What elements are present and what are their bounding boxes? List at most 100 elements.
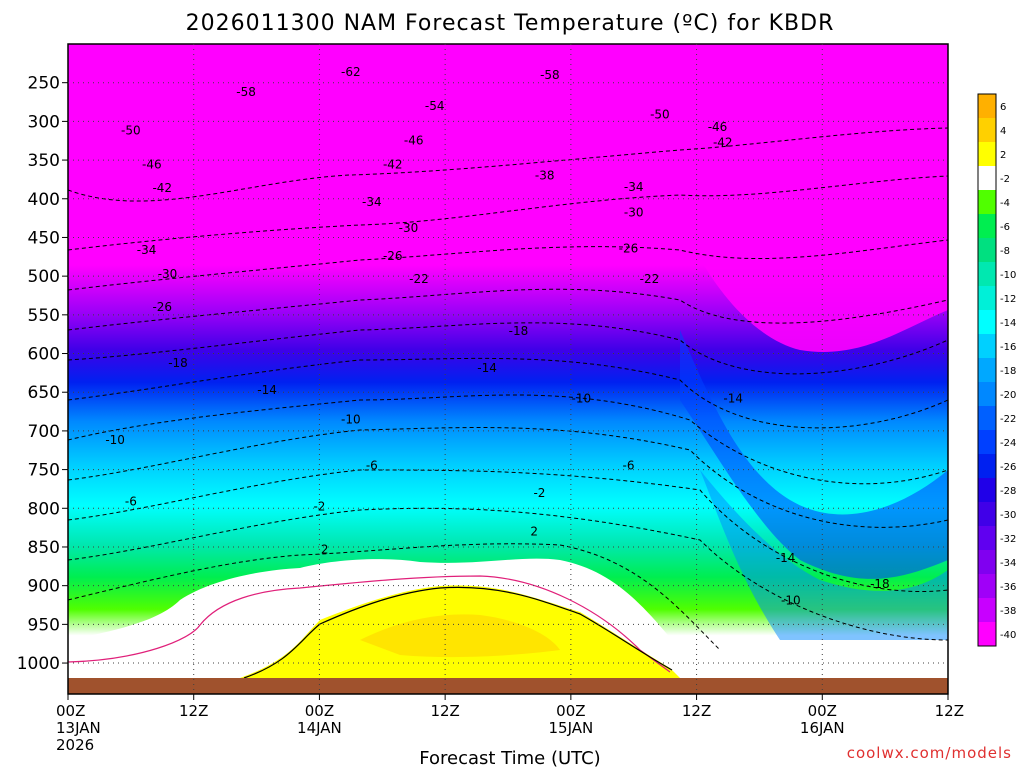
cold-air-blue-band: [680, 330, 948, 579]
colorbar-label: -36: [1000, 582, 1016, 593]
y-tick-label: 350: [28, 151, 60, 171]
x-tick-label: 16JAN: [800, 719, 845, 737]
contour-label: -26: [152, 300, 172, 314]
contour-label: -30: [624, 206, 644, 220]
contour-label: -22: [640, 272, 660, 286]
y-tick-label: 800: [28, 499, 60, 519]
colorbar-label: 6: [1000, 102, 1006, 113]
contour-label: -26: [619, 241, 639, 255]
x-tick-label: 00Z: [808, 702, 837, 720]
contour-label: -62: [341, 65, 361, 79]
contour-label: -34: [137, 243, 157, 257]
contour-label: -22: [409, 272, 429, 286]
colorbar-swatch: [978, 142, 996, 166]
contour-label: -26: [383, 249, 403, 263]
contour-label: -2: [533, 486, 545, 500]
freezing-contours: [68, 575, 673, 679]
contour-line: [68, 239, 948, 291]
contour-label: -18: [509, 324, 529, 338]
colorbar-swatch: [978, 622, 996, 646]
y-tick-label: 600: [28, 345, 60, 365]
x-tick-label: 00Z: [56, 702, 85, 720]
colorbar-swatch: [978, 478, 996, 502]
contour-label: -14: [723, 391, 743, 405]
x-tick-label: 12Z: [179, 702, 208, 720]
contour-label: -54: [425, 99, 445, 113]
colorbar-swatch: [978, 598, 996, 622]
y-tick-label: 900: [28, 577, 60, 597]
colorbar-swatch: [978, 262, 996, 286]
colorbar-label: -12: [1000, 294, 1016, 305]
colorbar-label: -20: [1000, 390, 1016, 401]
contour-label: -58: [236, 85, 256, 99]
colorbar-swatch: [978, 286, 996, 310]
colorbar-label: -28: [1000, 486, 1016, 497]
x-tick-label: 12Z: [935, 702, 964, 720]
x-tick-label: 00Z: [305, 702, 334, 720]
ground-surface: [68, 678, 948, 694]
contour-label: -6: [622, 459, 634, 473]
colorbar-swatch: [978, 166, 996, 190]
contour-label: -10: [105, 433, 125, 447]
contour-label: -6: [125, 494, 137, 508]
colorbar-swatch: [978, 94, 996, 118]
warm-core-region: [360, 614, 560, 658]
contour-line: [68, 288, 948, 331]
contour-label: -30: [399, 221, 419, 235]
colorbar-frame: [977, 93, 997, 647]
y-tick-label: 250: [28, 74, 60, 94]
y-tick-label: 1000: [17, 654, 60, 674]
contour-line: [68, 427, 948, 528]
colorbar-label: -24: [1000, 438, 1016, 449]
x-tick-label: 12Z: [682, 702, 711, 720]
contour-label: -10: [781, 593, 801, 607]
x-tick-label: 15JAN: [548, 719, 593, 737]
contour-label: -14: [257, 383, 277, 397]
colorbar-label: -40: [1000, 630, 1016, 641]
x-tick-label: 00Z: [556, 702, 585, 720]
colorbar-label: -2: [1000, 174, 1010, 185]
contour-label: -46: [142, 158, 162, 172]
y-tick-label: 300: [28, 112, 60, 132]
colorbar-swatch: [978, 214, 996, 238]
colorbar-label: -34: [1000, 558, 1016, 569]
x-tick-label: 2026: [56, 736, 94, 754]
contour-label: -58: [540, 68, 560, 82]
colorbar-label: -6: [1000, 222, 1010, 233]
chart-title: 2026011300 NAM Forecast Temperature (ºC)…: [186, 11, 835, 36]
contour-label: -30: [158, 267, 178, 281]
y-tick-label: 700: [28, 422, 60, 442]
colorbar-label: -38: [1000, 606, 1016, 617]
y-tick-label: 550: [28, 306, 60, 326]
contour-label: -2: [313, 500, 325, 514]
y-tick-label: 400: [28, 190, 60, 210]
colorbar: 6 4 2 -2 -4 -6 -8 -10 -12 -14 -16 -18 -20 -22 -24 -26 -2…: [977, 93, 1016, 647]
contour-line: [68, 127, 948, 202]
x-axis-label: Forecast Time (UTC): [419, 748, 600, 768]
contour-label: -18: [168, 356, 188, 370]
colorbar-swatch: [978, 238, 996, 262]
colorbar-swatch: [978, 526, 996, 550]
colorbar-swatch: [978, 550, 996, 574]
credit-text: coolwx.com/models: [847, 744, 1012, 762]
contour-line: [68, 469, 948, 592]
colorbar-label: -26: [1000, 462, 1016, 473]
cold-low-level-region: [700, 470, 948, 640]
contour-label: -34: [362, 195, 382, 209]
colorbar-label: -18: [1000, 366, 1016, 377]
contour-line: [68, 394, 948, 485]
y-axis: 250 300 350 400 450 500 550 600 650 700 750 800 850 9…: [17, 74, 68, 674]
contour-label: -42: [383, 158, 403, 172]
colorbar-swatch: [978, 502, 996, 526]
contour-line: [68, 357, 948, 429]
contour-label: -14: [477, 361, 497, 375]
colorbar-swatch: [978, 454, 996, 478]
y-tick-label: 650: [28, 383, 60, 403]
colorbar-label: 2: [1000, 150, 1006, 161]
colorbar-label: -32: [1000, 534, 1016, 545]
colorbar-swatch: [978, 310, 996, 334]
contour-label: -42: [713, 135, 733, 149]
contour-label: -50: [121, 124, 141, 138]
contour-label: -46: [708, 120, 728, 134]
